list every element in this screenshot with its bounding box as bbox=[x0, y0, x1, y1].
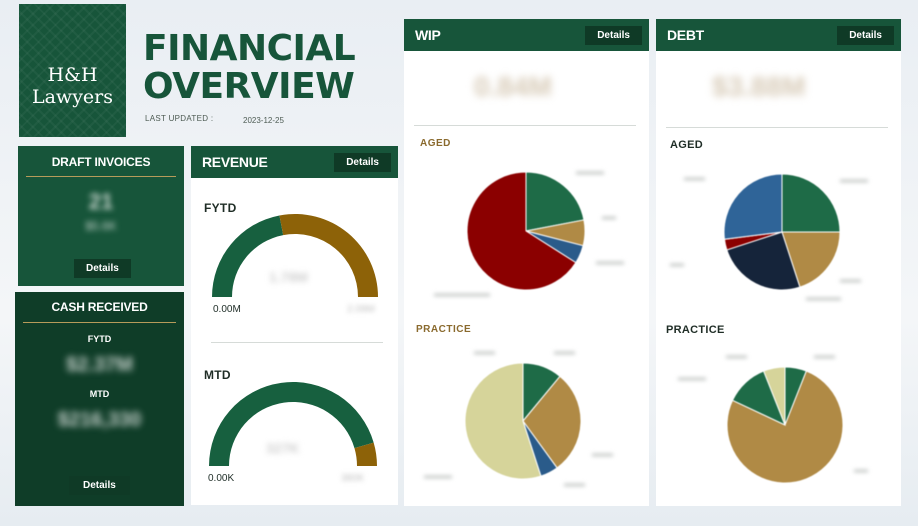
debt-header: DEBT Details bbox=[656, 19, 901, 51]
wip-practice-pie bbox=[464, 362, 582, 480]
pie-slice-1[interactable] bbox=[726, 370, 844, 484]
pie-slice-4[interactable] bbox=[723, 173, 783, 240]
draft-invoices-count: 21 bbox=[88, 189, 114, 214]
cash-mtd-label: MTD bbox=[89, 389, 110, 399]
wip-panel: WIP Details 0.84M AGED ▬▬▬▬ ▬▬ ▬▬▬▬ ▬▬▬▬… bbox=[404, 19, 649, 506]
pie-slice-1[interactable] bbox=[522, 375, 582, 469]
gauge-value-arc bbox=[209, 381, 374, 466]
revenue-mtd-min: 0.00K bbox=[208, 473, 235, 484]
wip-title: WIP bbox=[415, 27, 441, 43]
revenue-fytd-min: 0.00M bbox=[213, 304, 241, 315]
wip-aged-pie bbox=[466, 171, 586, 291]
wip-practice-label: PRACTICE bbox=[416, 324, 472, 335]
wip-total-value: 0.84M bbox=[474, 71, 552, 102]
pie-label: ▬▬▬ bbox=[554, 349, 575, 356]
draft-invoices-card: DRAFT INVOICES 21 $5.6K Details bbox=[18, 146, 184, 286]
logo-line-1: H&H bbox=[47, 63, 98, 86]
revenue-header: REVENUE Details bbox=[191, 146, 398, 178]
cash-received-title: CASH RECEIVED bbox=[51, 300, 148, 314]
pie-label: ▬▬▬ bbox=[814, 353, 835, 360]
debt-total-value: $3.88M bbox=[712, 71, 806, 102]
revenue-panel: REVENUE Details FYTD 1.78M 0.00M 2.09M M… bbox=[191, 146, 398, 505]
pie-slice-0[interactable] bbox=[525, 171, 585, 232]
draft-invoices-amount: $5.6K bbox=[85, 219, 117, 233]
pie-label: ▬▬▬ bbox=[474, 349, 495, 356]
pie-label: ▬▬▬▬ bbox=[576, 169, 604, 176]
pie-label: ▬▬ bbox=[854, 467, 868, 474]
cash-fytd-value: $2.37M bbox=[66, 354, 133, 376]
debt-aged-label: AGED bbox=[670, 139, 703, 151]
draft-invoices-title: DRAFT INVOICES bbox=[51, 155, 151, 169]
pie-label: ▬▬▬ bbox=[840, 277, 861, 284]
draft-invoices-details-button[interactable]: Details bbox=[74, 259, 131, 278]
pie-label: ▬▬▬▬▬▬▬▬ bbox=[434, 291, 490, 298]
pie-label: ▬▬▬▬ bbox=[678, 375, 706, 382]
divider bbox=[26, 176, 176, 177]
debt-practice-label: PRACTICE bbox=[666, 324, 725, 336]
revenue-mtd-value: 327K bbox=[266, 440, 300, 456]
wip-details-button[interactable]: Details bbox=[585, 25, 642, 45]
pie-label: ▬▬▬ bbox=[564, 481, 585, 488]
company-logo: H&H Lawyers bbox=[19, 4, 126, 137]
cash-received-card: CASH RECEIVED FYTD $2.37M MTD $216,330 D… bbox=[15, 292, 184, 506]
pie-label: ▬▬ bbox=[670, 261, 684, 268]
divider bbox=[23, 322, 176, 323]
pie-label: ▬▬▬▬ bbox=[840, 177, 868, 184]
revenue-fytd-value: 1.78M bbox=[269, 269, 308, 285]
pie-slice-1[interactable] bbox=[781, 231, 841, 288]
cash-received-details-button[interactable]: Details bbox=[69, 476, 130, 495]
revenue-mtd-label: MTD bbox=[204, 368, 231, 382]
pie-slice-2[interactable] bbox=[726, 231, 801, 291]
gauge-remaining-arc bbox=[279, 214, 378, 297]
pie-slice-3[interactable] bbox=[762, 366, 786, 426]
revenue-mtd-max: 380K bbox=[341, 473, 365, 484]
pie-slice-3[interactable] bbox=[464, 362, 542, 480]
revenue-fytd-gauge bbox=[212, 214, 378, 297]
debt-panel: DEBT Details $3.88M AGED ▬▬▬ ▬▬▬▬ ▬▬ ▬▬▬… bbox=[656, 19, 901, 506]
revenue-title: REVENUE bbox=[202, 154, 268, 170]
debt-practice-pie bbox=[726, 366, 844, 484]
revenue-mtd-gauge bbox=[209, 381, 377, 466]
debt-title: DEBT bbox=[667, 27, 704, 43]
divider bbox=[211, 342, 383, 343]
wip-header: WIP Details bbox=[404, 19, 649, 51]
page-title-line-1: FINANCIAL bbox=[143, 28, 356, 69]
pie-label: ▬▬▬ bbox=[726, 353, 747, 360]
pie-label: ▬▬▬▬ bbox=[596, 259, 624, 266]
revenue-fytd-max: 2.09M bbox=[347, 304, 375, 315]
pie-label: ▬▬ bbox=[602, 214, 616, 221]
last-updated-label: LAST UPDATED : bbox=[145, 114, 214, 123]
debt-aged-pie bbox=[723, 173, 841, 291]
cash-mtd-value: $216,330 bbox=[57, 409, 142, 431]
divider bbox=[666, 127, 888, 128]
debt-details-button[interactable]: Details bbox=[837, 25, 894, 45]
cash-fytd-label: FYTD bbox=[87, 334, 112, 344]
pie-slice-3[interactable] bbox=[466, 171, 577, 291]
divider bbox=[414, 125, 636, 126]
page-title-line-2: OVERVIEW bbox=[143, 66, 355, 107]
page-title: FINANCIAL OVERVIEW bbox=[143, 28, 356, 107]
gauge-value-arc bbox=[212, 215, 284, 297]
pie-label: ▬▬▬▬▬ bbox=[806, 295, 841, 302]
wip-aged-label: AGED bbox=[420, 138, 451, 149]
pie-label: ▬▬▬ bbox=[592, 451, 613, 458]
pie-slice-0[interactable] bbox=[781, 173, 841, 233]
logo-line-2: Lawyers bbox=[31, 85, 114, 108]
pie-label: ▬▬▬▬ bbox=[424, 473, 452, 480]
revenue-details-button[interactable]: Details bbox=[334, 152, 391, 172]
gauge-remaining-arc bbox=[354, 442, 377, 466]
last-updated-value: 2023-12-25 bbox=[243, 116, 284, 125]
revenue-fytd-label: FYTD bbox=[204, 201, 237, 215]
pie-label: ▬▬▬ bbox=[684, 175, 705, 182]
